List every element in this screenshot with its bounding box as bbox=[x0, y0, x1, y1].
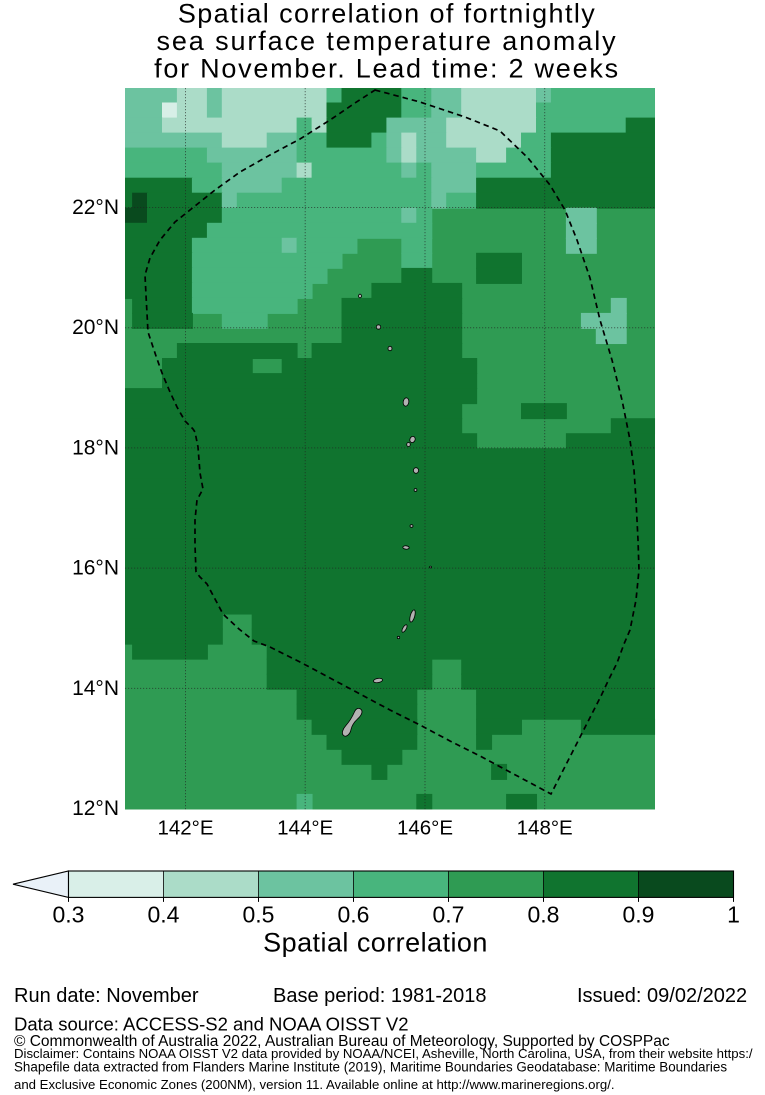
svg-text:12°N: 12°N bbox=[72, 797, 119, 820]
svg-text:Run date: November: Run date: November bbox=[14, 985, 199, 1007]
svg-text:Spatial correlation: Spatial correlation bbox=[263, 928, 488, 958]
svg-text:146°E: 146°E bbox=[397, 817, 453, 840]
svg-text:Spatial correlation of fortnig: Spatial correlation of fortnightly bbox=[178, 0, 596, 29]
svg-text:14°N: 14°N bbox=[72, 677, 119, 700]
svg-text:16°N: 16°N bbox=[72, 557, 119, 580]
svg-text:0.8: 0.8 bbox=[528, 902, 560, 928]
svg-text:Data source: ACCESS-S2 and NOA: Data source: ACCESS-S2 and NOAA OISST V2 bbox=[14, 1014, 409, 1035]
svg-text:0.5: 0.5 bbox=[243, 902, 275, 928]
svg-text:and Exclusive Economic Zones (: and Exclusive Economic Zones (200NM), ve… bbox=[14, 1077, 615, 1092]
svg-text:0.3: 0.3 bbox=[53, 902, 85, 928]
svg-text:for November. Lead time: 2 wee: for November. Lead time: 2 weeks bbox=[154, 54, 620, 84]
svg-text:Issued: 09/02/2022: Issued: 09/02/2022 bbox=[577, 985, 747, 1007]
svg-text:0.7: 0.7 bbox=[433, 902, 465, 928]
svg-text:18°N: 18°N bbox=[72, 436, 119, 459]
svg-text:0.6: 0.6 bbox=[338, 902, 370, 928]
svg-text:1: 1 bbox=[727, 902, 740, 928]
svg-text:0.4: 0.4 bbox=[148, 902, 180, 928]
svg-text:© Commonwealth of Australia 20: © Commonwealth of Australia 2022, Austra… bbox=[14, 1033, 670, 1050]
svg-text:Base period: 1981-2018: Base period: 1981-2018 bbox=[273, 985, 487, 1007]
svg-text:148°E: 148°E bbox=[517, 817, 573, 840]
svg-text:142°E: 142°E bbox=[157, 817, 213, 840]
svg-text:20°N: 20°N bbox=[72, 316, 119, 339]
svg-text:144°E: 144°E bbox=[277, 817, 333, 840]
svg-text:sea surface temperature anomal: sea surface temperature anomaly bbox=[156, 26, 617, 56]
svg-text:0.9: 0.9 bbox=[623, 902, 655, 928]
svg-text:Shapefile data extracted from: Shapefile data extracted from Flanders M… bbox=[14, 1060, 727, 1075]
svg-text:Disclaimer: Contains NOAA OISS: Disclaimer: Contains NOAA OISST V2 data … bbox=[14, 1046, 753, 1061]
svg-text:22°N: 22°N bbox=[72, 196, 119, 219]
